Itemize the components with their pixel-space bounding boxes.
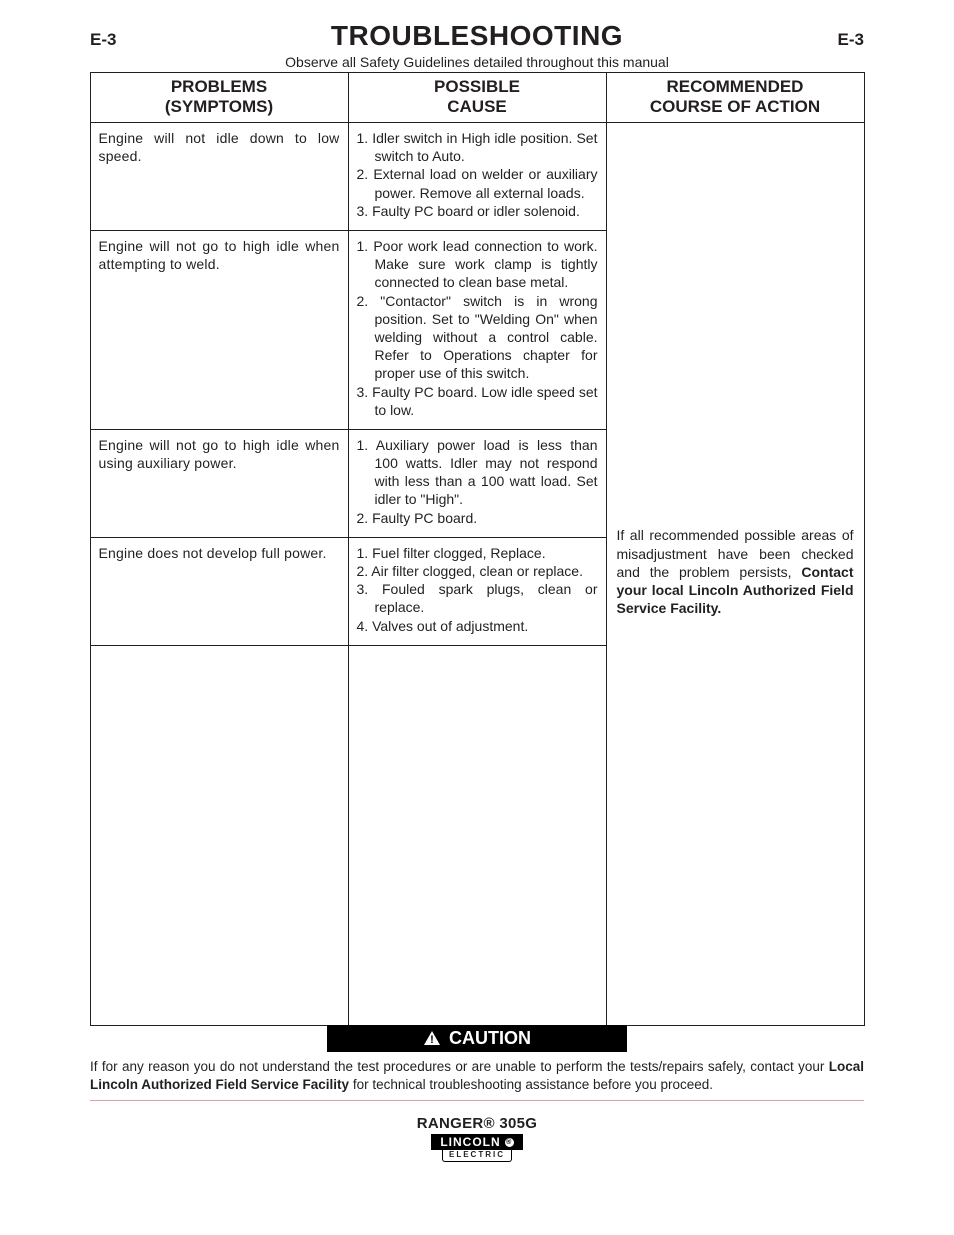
- registered-icon: ®: [505, 1138, 514, 1147]
- symptom-cell: Engine will not idle down to low speed.: [90, 123, 348, 231]
- table-row: Engine will not idle down to low speed. …: [90, 123, 864, 231]
- cause-list: 1. Auxiliary power load is less than 100…: [357, 436, 598, 527]
- cause-item: 1. Idler switch in High idle position. S…: [357, 129, 598, 165]
- footer-note-text2: for technical troubleshooting assistance…: [349, 1077, 713, 1092]
- safety-subhead: Observe all Safety Guidelines detailed t…: [0, 54, 954, 70]
- lincoln-logo-top: LINCOLN ®: [431, 1134, 522, 1150]
- cause-list: 1. Poor work lead connection to work. Ma…: [357, 237, 598, 419]
- footer-note: If for any reason you do not understand …: [90, 1058, 864, 1101]
- product-footer: RANGER® 305G LINCOLN ® ELECTRIC: [0, 1115, 954, 1161]
- header-action-line1: RECOMMENDED: [667, 77, 804, 96]
- cause-list: 1. Fuel filter clogged, Replace. 2. Air …: [357, 544, 598, 635]
- header-action-line2: COURSE OF ACTION: [650, 97, 820, 116]
- header-cause-line1: POSSIBLE: [434, 77, 520, 96]
- header-action: RECOMMENDED COURSE OF ACTION: [606, 73, 864, 123]
- svg-text:!: !: [430, 1034, 434, 1046]
- cause-list: 1. Idler switch in High idle position. S…: [357, 129, 598, 220]
- cause-item: 3. Fouled spark plugs, clean or replace.: [357, 580, 598, 616]
- spacer-cell: [90, 645, 348, 1025]
- lincoln-logo-text: LINCOLN: [440, 1136, 500, 1148]
- header-cause: POSSIBLE CAUSE: [348, 73, 606, 123]
- product-name: RANGER® 305G: [0, 1115, 954, 1132]
- header-problems: PROBLEMS (SYMPTOMS): [90, 73, 348, 123]
- recommended-cell: If all recommended possible areas of mis…: [606, 123, 864, 1026]
- table-header-row: PROBLEMS (SYMPTOMS) POSSIBLE CAUSE RECOM…: [90, 73, 864, 123]
- symptom-cell: Engine does not develop full power.: [90, 537, 348, 645]
- cause-cell: 1. Poor work lead connection to work. Ma…: [348, 231, 606, 430]
- cause-item: 1. Fuel filter clogged, Replace.: [357, 544, 598, 562]
- lincoln-logo-bottom: ELECTRIC: [442, 1150, 512, 1161]
- symptom-cell: Engine will not go to high idle when usi…: [90, 429, 348, 537]
- cause-item: 3. Faulty PC board or idler solenoid.: [357, 202, 598, 220]
- header-problems-line1: PROBLEMS: [171, 77, 267, 96]
- page-title: TROUBLESHOOTING: [331, 20, 623, 52]
- header-problems-line2: (SYMPTOMS): [165, 97, 273, 116]
- cause-cell: 1. Idler switch in High idle position. S…: [348, 123, 606, 231]
- cause-cell: 1. Auxiliary power load is less than 100…: [348, 429, 606, 537]
- caution-label: CAUTION: [449, 1028, 531, 1049]
- cause-item: 2. "Contactor" switch is in wrong positi…: [357, 292, 598, 383]
- troubleshooting-table: PROBLEMS (SYMPTOMS) POSSIBLE CAUSE RECOM…: [90, 72, 865, 1026]
- page-header: E-3 TROUBLESHOOTING E-3: [0, 20, 954, 52]
- cause-item: 1. Auxiliary power load is less than 100…: [357, 436, 598, 509]
- cause-item: 2. Faulty PC board.: [357, 509, 598, 527]
- page-number-right: E-3: [838, 30, 864, 50]
- cause-item: 2. Air filter clogged, clean or replace.: [357, 562, 598, 580]
- warning-triangle-icon: !: [423, 1030, 441, 1046]
- page-number-left: E-3: [90, 30, 116, 50]
- lincoln-logo: LINCOLN ® ELECTRIC: [431, 1134, 522, 1161]
- spacer-cell: [348, 645, 606, 1025]
- cause-item: 2. External load on welder or auxiliary …: [357, 165, 598, 201]
- cause-cell: 1. Fuel filter clogged, Replace. 2. Air …: [348, 537, 606, 645]
- header-cause-line2: CAUSE: [447, 97, 507, 116]
- cause-item: 4. Valves out of adjustment.: [357, 617, 598, 635]
- caution-bar: ! CAUTION: [327, 1025, 627, 1052]
- footer-note-text1: If for any reason you do not understand …: [90, 1059, 829, 1074]
- cause-item: 3. Faulty PC board. Low idle speed set t…: [357, 383, 598, 419]
- recommended-text: If all recommended possible areas of mis…: [615, 526, 856, 617]
- symptom-cell: Engine will not go to high idle when att…: [90, 231, 348, 430]
- cause-item: 1. Poor work lead connection to work. Ma…: [357, 237, 598, 292]
